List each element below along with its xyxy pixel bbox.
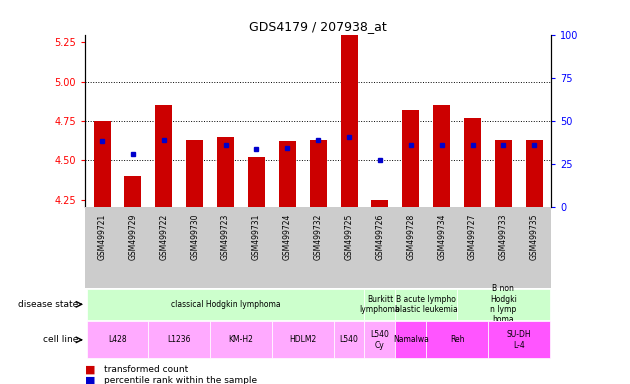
Text: SU-DH
L-4: SU-DH L-4 [507,330,531,349]
Bar [310,140,326,207]
Bar [396,289,457,320]
Text: ■: ■ [85,364,96,374]
Bar [86,321,148,358]
Bar [148,321,210,358]
Bar [427,321,488,358]
Text: Namalwa: Namalwa [393,335,428,344]
Text: GSM499729: GSM499729 [129,214,137,260]
Bar [488,321,550,358]
Bar [248,157,265,207]
Text: B non
Hodgki
n lymp
homa: B non Hodgki n lymp homa [490,284,517,324]
Text: percentile rank within the sample: percentile rank within the sample [104,376,257,384]
Text: GSM499728: GSM499728 [406,214,415,260]
Text: GSM499730: GSM499730 [190,214,199,260]
Text: L540: L540 [340,335,358,344]
Bar [365,321,396,358]
Text: GSM499732: GSM499732 [314,214,323,260]
Text: Burkitt
lymphoma: Burkitt lymphoma [360,295,400,314]
Title: GDS4179 / 207938_at: GDS4179 / 207938_at [249,20,387,33]
Text: GSM499727: GSM499727 [468,214,477,260]
Text: HDLM2: HDLM2 [289,335,316,344]
Bar [93,121,110,207]
Bar [217,137,234,207]
Bar [464,118,481,207]
Bar [526,140,543,207]
Bar [365,289,396,320]
Bar [210,321,272,358]
Bar [341,27,357,207]
Text: Reh: Reh [450,335,464,344]
Bar [433,105,450,207]
Bar [334,321,365,358]
Bar [186,140,203,207]
Text: ■: ■ [85,375,96,384]
Text: cell line: cell line [43,335,79,344]
Text: disease state: disease state [18,300,79,309]
Bar [396,321,427,358]
Text: GSM499735: GSM499735 [530,214,539,260]
Text: L428: L428 [108,335,127,344]
Bar [86,289,365,320]
Text: GSM499734: GSM499734 [437,214,446,260]
Text: GSM499721: GSM499721 [98,214,106,260]
Text: GSM499723: GSM499723 [221,214,230,260]
Text: GSM499731: GSM499731 [252,214,261,260]
Text: L540
Cy: L540 Cy [370,330,389,349]
Text: classical Hodgkin lymphoma: classical Hodgkin lymphoma [171,300,280,309]
Text: L1236: L1236 [168,335,191,344]
Text: GSM499725: GSM499725 [345,214,353,260]
Bar [279,141,295,207]
Bar [124,176,141,207]
Text: GSM499722: GSM499722 [159,214,168,260]
Text: transformed count: transformed count [104,365,188,374]
Bar [495,140,512,207]
Bar [272,321,334,358]
Bar [403,110,419,207]
Text: B acute lympho
blastic leukemia: B acute lympho blastic leukemia [395,295,457,314]
Text: KM-H2: KM-H2 [229,335,253,344]
Text: GSM499726: GSM499726 [375,214,384,260]
Text: GSM499724: GSM499724 [283,214,292,260]
Bar [457,289,550,320]
Bar [155,105,172,207]
Bar [372,200,388,207]
Text: GSM499733: GSM499733 [499,214,508,260]
